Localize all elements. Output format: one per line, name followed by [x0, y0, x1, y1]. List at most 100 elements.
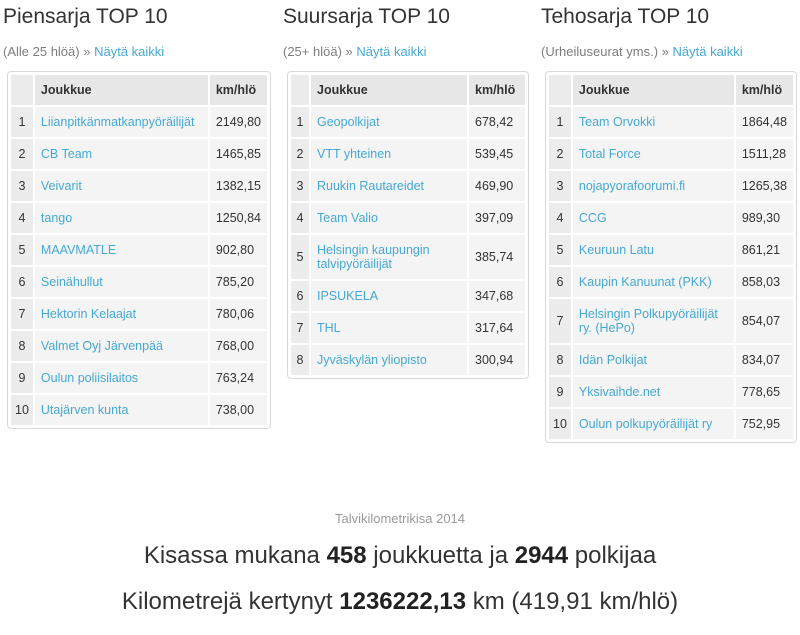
- top10-columns: Piensarja TOP 10 (Alle 25 hlöä) » Näytä …: [3, 2, 797, 443]
- participation-middle: joukkuetta ja: [366, 542, 515, 569]
- table-header-row: Joukkue km/hlö: [549, 75, 793, 105]
- value-cell: 300,94: [469, 345, 525, 375]
- team-link[interactable]: Geopolkijat: [317, 115, 380, 129]
- team-link[interactable]: Oulun poliisilaitos: [40, 371, 139, 385]
- team-link[interactable]: Team Valio: [317, 211, 378, 225]
- rank-cell: 1: [549, 107, 571, 137]
- rank-cell: 8: [549, 345, 571, 375]
- value-cell: 778,65: [735, 377, 793, 407]
- team-link[interactable]: Total Force: [578, 147, 641, 161]
- team-link[interactable]: Idän Polkijat: [578, 353, 648, 367]
- rank-cell: 8: [291, 345, 309, 375]
- show-all-link-suursarja[interactable]: Näytä kaikki: [356, 44, 427, 59]
- participation-suffix: polkijaa: [568, 542, 657, 569]
- rank-column-header: [11, 75, 33, 105]
- table-row: 10 Oulun polkupyöräilijät ry 752,95: [549, 409, 793, 439]
- table-row: 3 nojapyorafoorumi.fi 1265,38: [549, 171, 793, 201]
- table-row: 7 Hektorin Kelaajat 780,06: [11, 299, 267, 329]
- rank-cell: 5: [549, 235, 571, 265]
- team-link[interactable]: Helsingin Polkupyöräilijät ry. (HePo): [578, 307, 718, 335]
- value-cell: 989,30: [735, 203, 793, 233]
- value-cell: 785,20: [209, 267, 267, 297]
- value-cell: 539,45: [469, 139, 525, 169]
- distance-suffix: km (419,91 km/hlö): [466, 588, 679, 616]
- value-cell: 347,68: [469, 281, 525, 311]
- value-cell: 1465,85: [209, 139, 267, 169]
- team-link[interactable]: Team Orvokki: [578, 115, 656, 129]
- rank-cell: 2: [291, 139, 309, 169]
- team-link[interactable]: tango: [40, 211, 73, 225]
- team-column-header: Joukkue: [311, 75, 467, 105]
- value-cell: 317,64: [469, 313, 525, 343]
- value-cell: 385,74: [469, 235, 525, 279]
- section-title-piensarja: Piensarja TOP 10: [3, 5, 168, 28]
- team-link[interactable]: Keuruun Latu: [578, 243, 654, 257]
- participation-summary: Kisassa mukana 458 joukkuetta ja 2944 po…: [3, 540, 797, 572]
- table-row: 9 Yksivaihde.net 778,65: [549, 377, 793, 407]
- team-link[interactable]: Oulun polkupyöräilijät ry: [578, 417, 713, 431]
- team-link[interactable]: Yksivaihde.net: [578, 385, 661, 399]
- section-subtitle-text: (Urheiluseurat yms.) »: [541, 44, 669, 59]
- distance-prefix: Kilometrejä kertynyt: [121, 588, 340, 616]
- table-row: 10 Utajärven kunta 738,00: [11, 395, 267, 425]
- team-link[interactable]: MAAVMATLE: [40, 243, 117, 257]
- value-cell: 780,06: [209, 299, 267, 329]
- rank-cell: 9: [549, 377, 571, 407]
- team-link[interactable]: Veivarit: [40, 179, 82, 193]
- team-link[interactable]: Jyväskylän yliopisto: [317, 353, 427, 367]
- table-row: 2 CB Team 1465,85: [11, 139, 267, 169]
- table-row: 4 CCG 989,30: [549, 203, 793, 233]
- value-column-header: km/hlö: [469, 75, 525, 105]
- value-cell: 861,21: [735, 235, 793, 265]
- team-link[interactable]: Liianpitkänmatkanpyöräilijät: [40, 115, 195, 129]
- competition-summary: Talvikilometrikisa 2014 Kisassa mukana 4…: [3, 511, 797, 635]
- rank-cell: 10: [11, 395, 33, 425]
- section-subtitle-tehosarja: (Urheiluseurat yms.) » Näytä kaikki: [541, 44, 797, 59]
- rank-cell: 2: [549, 139, 571, 169]
- team-link[interactable]: CCG: [578, 211, 607, 225]
- rank-column-header: [549, 75, 571, 105]
- value-cell: 1382,15: [209, 171, 267, 201]
- team-link[interactable]: THL: [317, 321, 341, 335]
- value-cell: 678,42: [469, 107, 525, 137]
- value-column-header: km/hlö: [735, 75, 793, 105]
- team-column-header: Joukkue: [34, 75, 208, 105]
- value-cell: 2149,80: [209, 107, 267, 137]
- team-link[interactable]: CB Team: [40, 147, 93, 161]
- rank-cell: 6: [291, 281, 309, 311]
- team-link[interactable]: IPSUKELA: [317, 289, 379, 303]
- team-link[interactable]: nojapyorafoorumi.fi: [578, 179, 686, 193]
- show-all-link-tehosarja[interactable]: Näytä kaikki: [672, 44, 743, 59]
- rank-cell: 2: [11, 139, 33, 169]
- rank-cell: 3: [549, 171, 571, 201]
- table-row: 6 Seinähullut 785,20: [11, 267, 267, 297]
- rank-cell: 1: [11, 107, 33, 137]
- rank-cell: 10: [549, 409, 571, 439]
- table-row: 8 Jyväskylän yliopisto 300,94: [291, 345, 525, 375]
- rank-cell: 3: [291, 171, 309, 201]
- value-cell: 1511,28: [735, 139, 793, 169]
- table-row: 3 Ruukin Rautareidet 469,90: [291, 171, 525, 201]
- section-tehosarja: Tehosarja TOP 10 (Urheiluseurat yms.) » …: [541, 2, 797, 443]
- distance-summary: Kilometrejä kertynyt 1236222,13 km (419,…: [3, 586, 797, 618]
- team-link[interactable]: Ruukin Rautareidet: [317, 179, 425, 193]
- value-cell: 1864,48: [735, 107, 793, 137]
- participation-prefix: Kisassa mukana: [143, 542, 327, 569]
- rank-cell: 7: [291, 313, 309, 343]
- riders-count: 2944: [514, 542, 569, 569]
- team-link[interactable]: Kaupin Kanuunat (PKK): [578, 275, 712, 289]
- table-row: 8 Valmet Oyj Järvenpää 768,00: [11, 331, 267, 361]
- team-link[interactable]: Helsingin kaupungin talvipyöräilijät: [317, 243, 430, 271]
- team-link[interactable]: Valmet Oyj Järvenpää: [40, 339, 163, 353]
- team-link[interactable]: Utajärven kunta: [40, 403, 129, 417]
- section-suursarja: Suursarja TOP 10 (25+ hlöä) » Näytä kaik…: [283, 2, 529, 379]
- team-link[interactable]: Hektorin Kelaajat: [40, 307, 137, 321]
- team-link[interactable]: VTT yhteinen: [317, 147, 392, 161]
- rank-cell: 3: [11, 171, 33, 201]
- teams-count: 458: [326, 542, 367, 569]
- table-row: 1 Liianpitkänmatkanpyöräilijät 2149,80: [11, 107, 267, 137]
- team-link[interactable]: Seinähullut: [40, 275, 103, 289]
- table-row: 6 Kaupin Kanuunat (PKK) 858,03: [549, 267, 793, 297]
- show-all-link-piensarja[interactable]: Näytä kaikki: [94, 44, 165, 59]
- section-subtitle-text: (Alle 25 hlöä) »: [3, 44, 91, 59]
